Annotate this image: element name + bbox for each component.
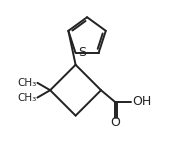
Text: O: O <box>110 116 120 129</box>
Text: S: S <box>78 46 86 59</box>
Text: OH: OH <box>132 95 151 108</box>
Text: CH₃: CH₃ <box>17 78 37 88</box>
Text: CH₃: CH₃ <box>17 93 37 102</box>
